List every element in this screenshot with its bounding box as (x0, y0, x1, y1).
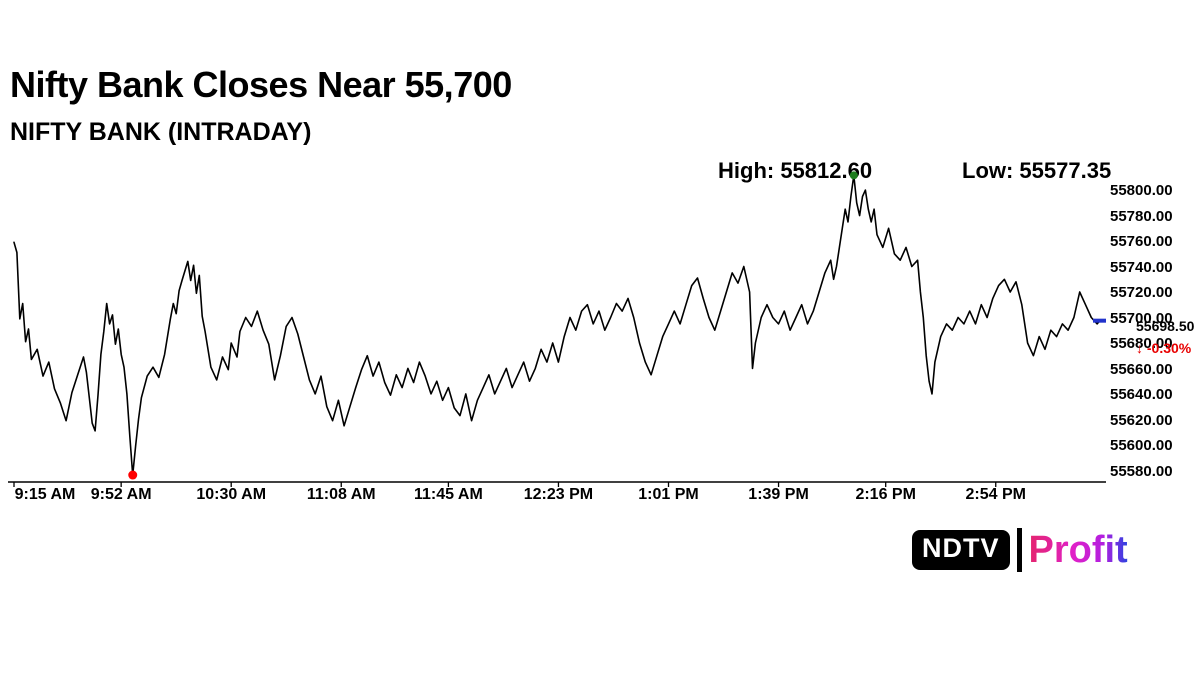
page-title: Nifty Bank Closes Near 55,700 (10, 64, 512, 105)
profit-logo: Profit (1028, 529, 1128, 571)
ndtv-profit-logo: NDTV Profit (912, 528, 1128, 572)
high-annotation: High: 55812.60 (718, 158, 873, 183)
ndtv-logo: NDTV (912, 530, 1010, 570)
logo-separator (1016, 528, 1022, 572)
low-annotation: Low: 55577.35 (962, 158, 1112, 183)
change-label: ↓ -0.30% (1136, 340, 1192, 356)
last-price-label: 55698.50 (1136, 318, 1195, 334)
chart-subtitle: NIFTY BANK (INTRADAY) (10, 118, 312, 146)
